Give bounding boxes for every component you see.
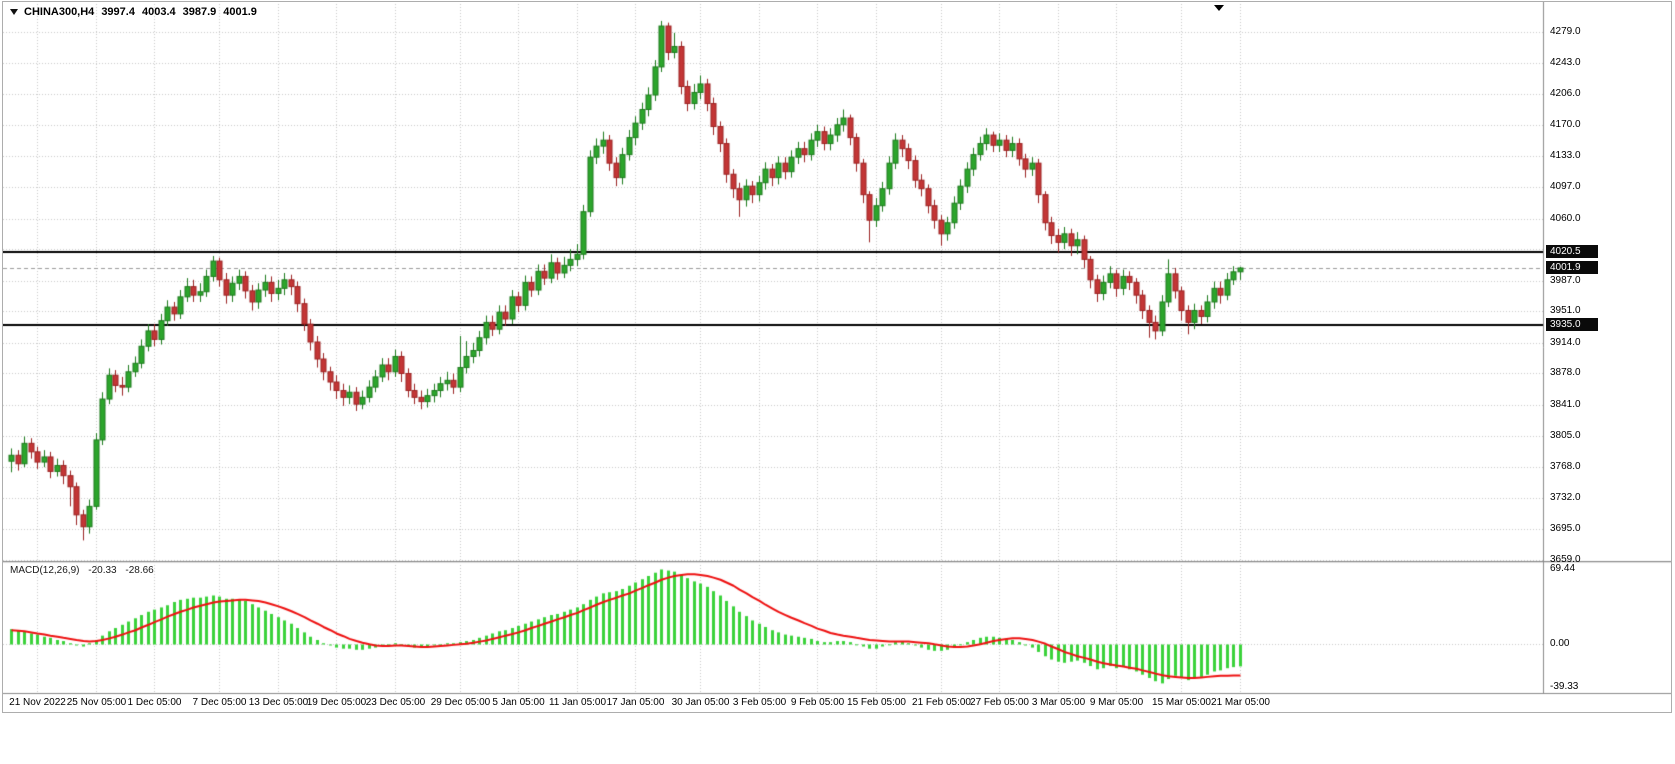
- price-axis-label: 3841.0: [1550, 399, 1581, 410]
- time-axis-label: 3 Feb 05:00: [732, 697, 787, 708]
- macd-name: MACD(12,26,9): [10, 565, 80, 576]
- time-axis-label: 7 Dec 05:00: [192, 697, 247, 708]
- time-axis-label: 29 Dec 05:00: [430, 697, 491, 708]
- time-axis-label: 11 Jan 05:00: [548, 697, 607, 708]
- time-axis-label: 17 Jan 05:00: [606, 697, 665, 708]
- price-axis-label: 3659.0: [1550, 554, 1581, 565]
- time-axis-label: 30 Jan 05:00: [671, 697, 730, 708]
- time-axis-label: 21 Nov 2022: [9, 697, 66, 708]
- time-axis-label: 21 Mar 05:00: [1211, 697, 1270, 708]
- price-chart-canvas[interactable]: [3, 2, 1671, 712]
- time-axis-label: 9 Mar 05:00: [1089, 697, 1144, 708]
- symbol-ohlc-overlay: CHINA300,H4 3997.4 4003.4 3987.9 4001.9: [10, 5, 257, 19]
- time-axis-label: 3 Mar 05:00: [1031, 697, 1086, 708]
- price-axis-label: 3987.0: [1550, 274, 1581, 286]
- ohlc-open: 3997.4: [101, 6, 135, 18]
- time-axis-label: 27 Feb 05:00: [970, 697, 1029, 708]
- price-axis-label: 3878.0: [1550, 367, 1581, 379]
- price-axis-label: 3951.0: [1550, 305, 1581, 317]
- time-axis-label: 25 Nov 05:00: [66, 697, 127, 708]
- level-price-tag: 4020.5: [1546, 245, 1598, 259]
- price-axis-label: 3768.0: [1550, 461, 1581, 473]
- time-axis-label: 13 Dec 05:00: [248, 697, 309, 708]
- price-axis-label: 4279.0: [1550, 26, 1581, 37]
- price-axis-label: 3695.0: [1550, 523, 1581, 535]
- level-price-tag: 3935.0: [1546, 317, 1598, 331]
- time-axis-label: 1 Dec 05:00: [127, 697, 182, 708]
- price-axis-label: 3732.0: [1550, 491, 1581, 503]
- ohlc-high: 4003.4: [141, 6, 176, 18]
- time-axis-label: 15 Feb 05:00: [847, 697, 906, 708]
- price-axis-label: 4133.0: [1550, 150, 1581, 162]
- macd-scale-label: 0.00: [1550, 638, 1570, 650]
- time-axis-label: 19 Dec 05:00: [306, 697, 367, 708]
- price-axis-label: 4206.0: [1550, 88, 1581, 100]
- ohlc-close: 4001.9: [223, 6, 257, 18]
- chart-window: CHINA300,H4 3997.4 4003.4 3987.9 4001.9 …: [2, 1, 1672, 713]
- time-axis-label: 21 Feb 05:00: [912, 697, 971, 708]
- macd-main-value: -20.33: [88, 565, 117, 576]
- chart-shift-marker-icon[interactable]: [1214, 5, 1224, 11]
- price-axis-label: 4097.0: [1550, 180, 1581, 192]
- price-axis-label: 4170.0: [1550, 118, 1581, 130]
- price-axis-label: 3914.0: [1550, 336, 1581, 348]
- price-axis-label: 4060.0: [1550, 212, 1581, 224]
- macd-scale-label: -39.33: [1550, 681, 1579, 692]
- time-axis-label: 5 Jan 05:00: [492, 697, 545, 708]
- macd-indicator-label: MACD(12,26,9) -20.33 -28.66: [10, 565, 154, 576]
- price-axis-label: 4243.0: [1550, 56, 1581, 68]
- macd-scale-label: 69.44: [1550, 563, 1576, 574]
- time-axis-label: 15 Mar 05:00: [1152, 697, 1211, 708]
- symbol-timeframe: CHINA300,H4: [24, 6, 95, 18]
- ohlc-low: 3987.9: [182, 6, 217, 18]
- macd-signal-value: -28.66: [125, 565, 154, 576]
- current-price-tag: 4001.9: [1546, 260, 1598, 274]
- price-axis-label: 3805.0: [1550, 429, 1581, 441]
- symbol-dropdown-icon[interactable]: [10, 9, 18, 15]
- time-axis-label: 23 Dec 05:00: [365, 697, 426, 708]
- time-axis-label: 9 Feb 05:00: [790, 697, 845, 708]
